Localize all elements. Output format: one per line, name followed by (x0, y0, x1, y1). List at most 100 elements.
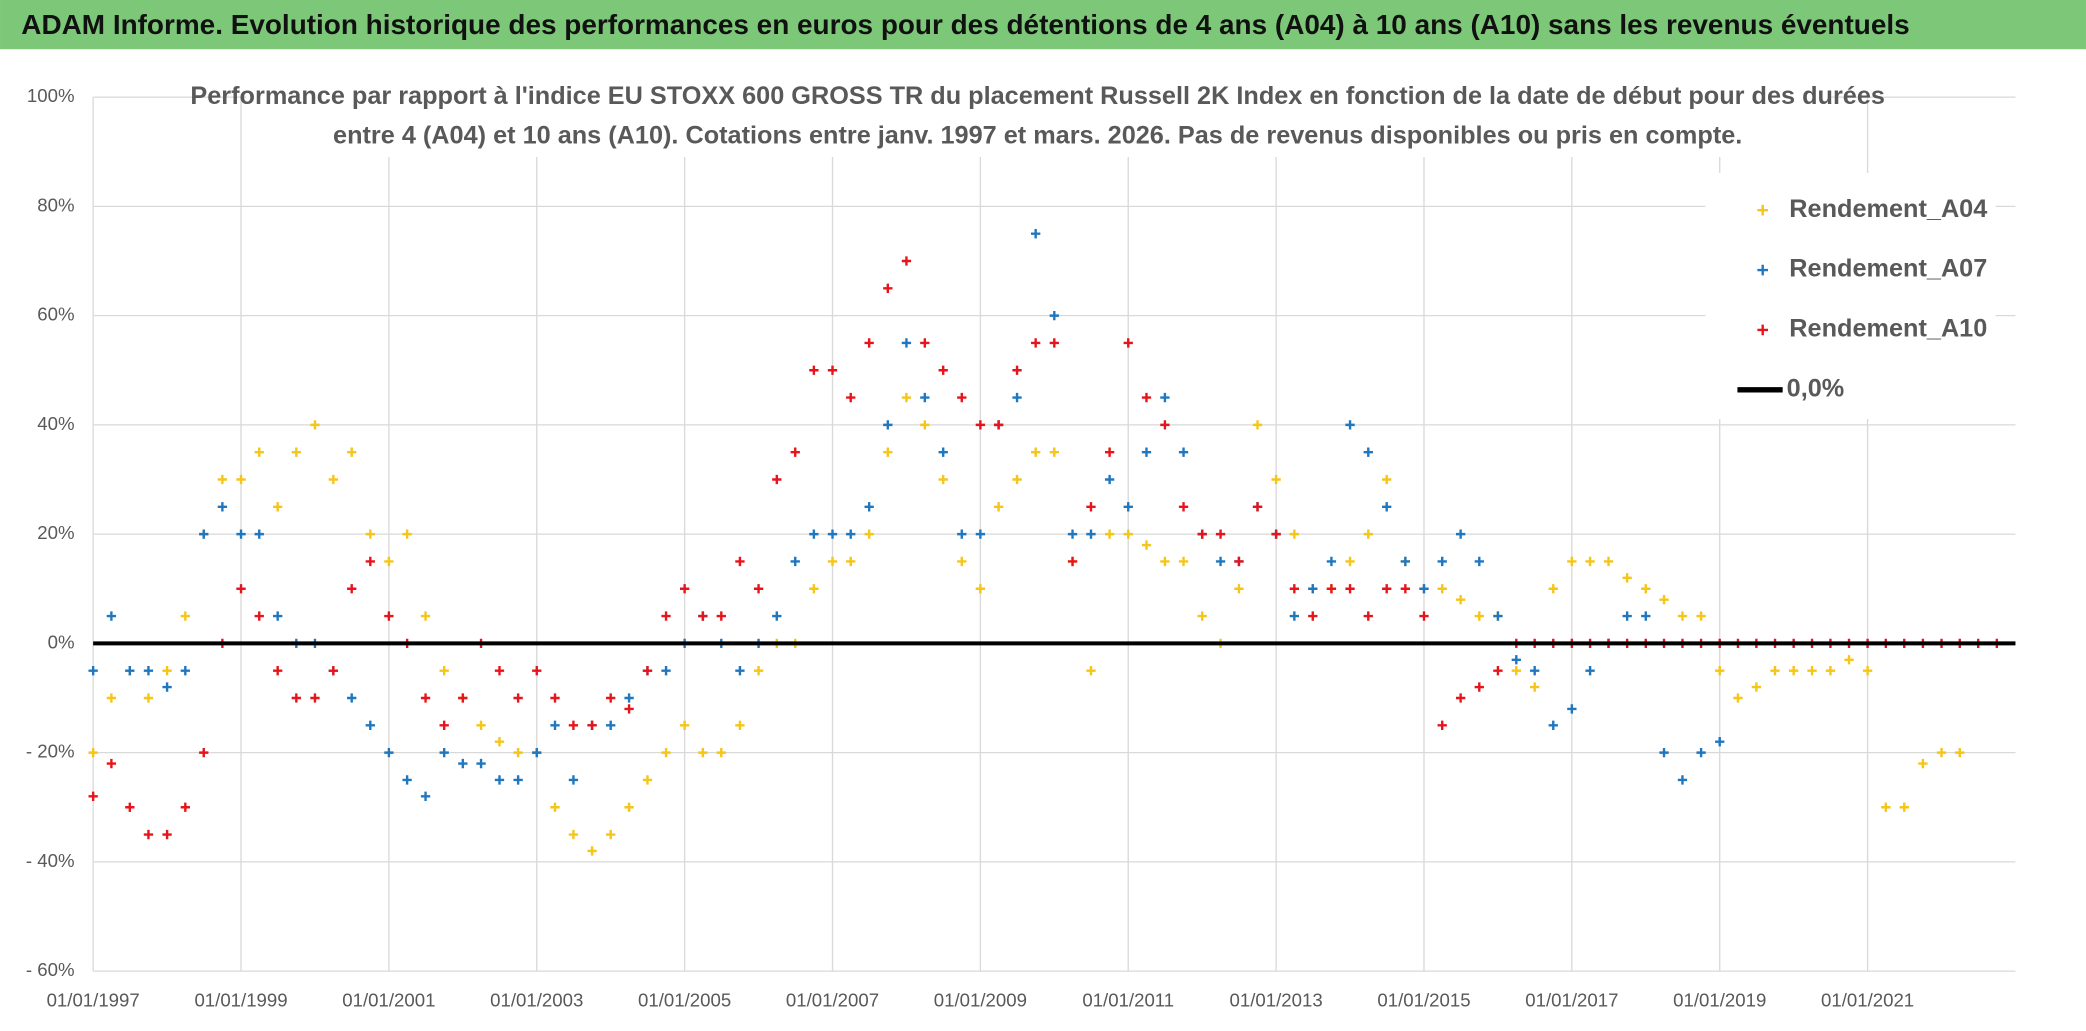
point (1511, 655, 1521, 665)
point (864, 338, 874, 348)
point (1308, 584, 1318, 594)
x-tick-label: 01/01/2007 (786, 990, 879, 1011)
point (1363, 611, 1373, 621)
point (1345, 584, 1355, 594)
point (347, 693, 357, 703)
point (106, 693, 117, 703)
point (143, 829, 154, 840)
point (1530, 682, 1540, 692)
point (1382, 474, 1392, 485)
point (236, 529, 246, 539)
point (1715, 737, 1725, 747)
point (568, 775, 579, 785)
grid: - 60% - 40% - 20% 0% 20% 40% 60% 80% 100% 01/01/1… (26, 85, 2016, 1011)
point (568, 720, 579, 730)
point (1641, 611, 1651, 621)
point (550, 802, 560, 812)
y-tick-label: 100% (27, 85, 75, 106)
point (790, 556, 800, 567)
point (698, 611, 708, 621)
point (1382, 584, 1392, 594)
point (772, 611, 782, 621)
point (1234, 584, 1244, 594)
point (606, 720, 616, 730)
legend-label: 0,0% (1787, 374, 1845, 402)
point (1012, 365, 1022, 375)
point (550, 720, 560, 730)
point (1400, 556, 1411, 567)
point (1308, 611, 1318, 621)
point (328, 474, 338, 485)
point (1271, 529, 1281, 539)
point (1455, 529, 1466, 539)
point (753, 666, 764, 676)
point (1104, 474, 1115, 485)
point (606, 693, 616, 703)
point (1751, 682, 1762, 692)
point (439, 720, 449, 730)
point (587, 720, 597, 730)
point (420, 693, 431, 703)
point (1844, 655, 1854, 665)
point (735, 666, 745, 676)
point (1234, 556, 1244, 567)
point (993, 420, 1004, 430)
point (624, 802, 634, 812)
point (1548, 584, 1558, 594)
point (753, 584, 764, 594)
point (587, 846, 597, 856)
point (883, 447, 893, 457)
point (1067, 529, 1078, 539)
point (642, 666, 653, 676)
x-tick-label: 01/01/2003 (490, 990, 583, 1011)
point (1641, 584, 1651, 594)
point (864, 529, 874, 539)
point (1104, 447, 1115, 457)
point (1289, 584, 1300, 594)
y-tick-label: 60% (37, 304, 74, 325)
point (1215, 556, 1226, 567)
point (624, 704, 634, 714)
point (698, 747, 708, 758)
point (365, 720, 375, 730)
point (439, 666, 449, 676)
point (1252, 420, 1263, 430)
y-tick-label: - 20% (26, 741, 75, 762)
point (365, 529, 375, 539)
point (476, 720, 486, 730)
point (809, 584, 819, 594)
point (1437, 720, 1447, 730)
point (1141, 392, 1152, 403)
point (310, 420, 320, 430)
title-bar (0, 0, 2086, 50)
point (661, 611, 671, 621)
point (1141, 540, 1152, 550)
point (1141, 447, 1152, 457)
point (1789, 666, 1799, 676)
point (1677, 611, 1688, 621)
point (827, 556, 838, 567)
point (679, 584, 690, 594)
point (1585, 666, 1595, 676)
point (901, 392, 912, 403)
point (1474, 611, 1484, 621)
point (1493, 666, 1503, 676)
point (532, 666, 542, 676)
point (1363, 447, 1373, 457)
point (1197, 611, 1207, 621)
point (106, 611, 117, 621)
point (1548, 720, 1558, 730)
point (106, 758, 117, 769)
point (1807, 666, 1817, 676)
point (772, 474, 782, 485)
point (735, 556, 745, 567)
x-tick-label: 01/01/2019 (1673, 990, 1766, 1011)
point (1474, 682, 1484, 692)
x-tick-label: 01/01/2001 (342, 990, 435, 1011)
legend: Rendement_A04 Rendement_A07 Rendement_A10 0… (1737, 195, 1987, 402)
point (1123, 338, 1133, 348)
legend-label: Rendement_A07 (1789, 255, 1987, 283)
point (458, 693, 468, 703)
point (513, 747, 523, 758)
point (1770, 666, 1780, 676)
